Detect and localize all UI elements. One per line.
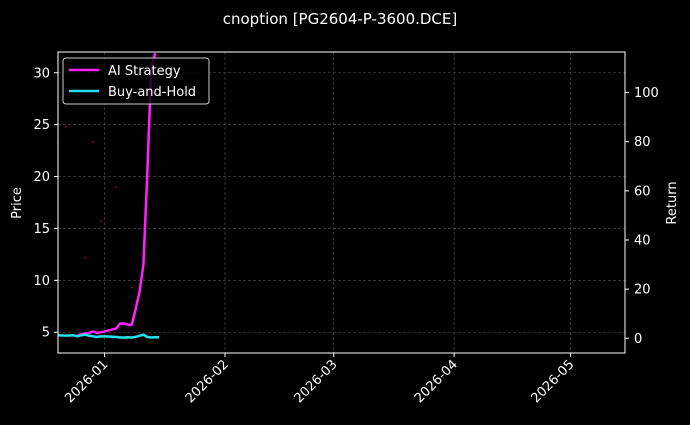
faint-dot [92, 141, 94, 144]
faint-dots-layer [57, 125, 133, 289]
left-tick-label: 25 [33, 118, 50, 133]
series-line-ai-strategy [77, 52, 157, 337]
faint-dot [99, 220, 102, 223]
faint-dot [115, 186, 118, 188]
series-line-buy-and-hold [57, 333, 159, 339]
x-tick-label: 2026-04 [412, 357, 461, 406]
legend-label-buy-and-hold: Buy-and-Hold [108, 85, 196, 100]
plot-frame [57, 51, 626, 354]
right-tick-label: 60 [634, 184, 651, 199]
left-tick-label: 10 [33, 274, 50, 289]
left-tick-label: 15 [33, 222, 50, 237]
faint-dot [64, 125, 67, 128]
legend-label-ai-strategy: AI Strategy [108, 64, 181, 79]
left-tick-label: 20 [33, 170, 50, 185]
right-tick-label: 80 [634, 135, 651, 150]
x-axis: 2026-01 2026-02 2026-03 2026-04 2026-05 [62, 353, 577, 406]
left-tick-label: 30 [33, 66, 50, 81]
chart-title: cnoption [PG2604-P-3600.DCE] [223, 10, 458, 28]
faint-dot [84, 256, 87, 259]
legend: AI Strategy Buy-and-Hold [62, 57, 210, 105]
faint-dot [130, 286, 133, 289]
x-tick-label: 2026-02 [183, 357, 232, 406]
x-tick-label: 2026-01 [62, 357, 111, 406]
right-tick-label: 100 [634, 86, 659, 101]
right-tick-label: 40 [634, 233, 651, 248]
y-axis-label-left: Price [10, 187, 25, 219]
y-axis-label-right: Return [665, 181, 680, 224]
right-tick-label: 0 [634, 332, 642, 347]
right-tick-label: 20 [634, 283, 651, 298]
left-axis: 5 10 15 20 25 30 [33, 66, 58, 341]
x-tick-label: 2026-03 [292, 357, 341, 406]
x-tick-label: 2026-05 [528, 357, 577, 406]
series-layer [57, 52, 159, 339]
right-axis: 0 20 40 60 80 100 [625, 86, 659, 347]
legend-box [62, 57, 210, 105]
left-tick-label: 5 [42, 326, 50, 341]
